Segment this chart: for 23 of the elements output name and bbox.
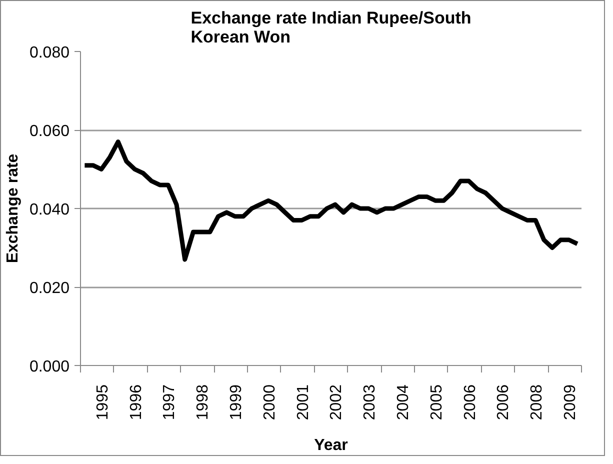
y-tick-label: 0.040	[29, 202, 70, 218]
y-axis-title: Exchange rate	[4, 154, 22, 264]
chart-title: Exchange rate Indian Rupee/South Korean Won	[190, 8, 472, 46]
x-tick-label: 2001	[294, 384, 312, 420]
x-tick-label: 2009	[562, 384, 579, 420]
x-tick-label: 1998	[194, 384, 212, 420]
x-tick-label: 1997	[161, 384, 178, 420]
x-tick-label: 1995	[94, 384, 112, 420]
x-tick-label: 2006	[462, 384, 479, 420]
x-tick-label: 1999	[228, 384, 245, 420]
x-tick-label: 2008	[528, 384, 546, 420]
y-tick-label: 0.080	[29, 44, 70, 62]
y-tick-label: 0.060	[29, 123, 70, 140]
x-tick-label: 2002	[328, 384, 346, 420]
x-tick-label: 2003	[362, 384, 379, 420]
x-tick-label: 2000	[261, 384, 278, 420]
x-tick-label: 2004	[394, 384, 412, 420]
x-tick-label: 2005	[428, 384, 446, 420]
x-tick-label: 2006	[495, 384, 512, 420]
y-tick-label: 0.000	[29, 358, 70, 376]
x-tick-label: 1996	[128, 384, 145, 420]
x-axis-title: Year	[314, 437, 348, 454]
y-tick-label: 0.020	[29, 280, 70, 297]
